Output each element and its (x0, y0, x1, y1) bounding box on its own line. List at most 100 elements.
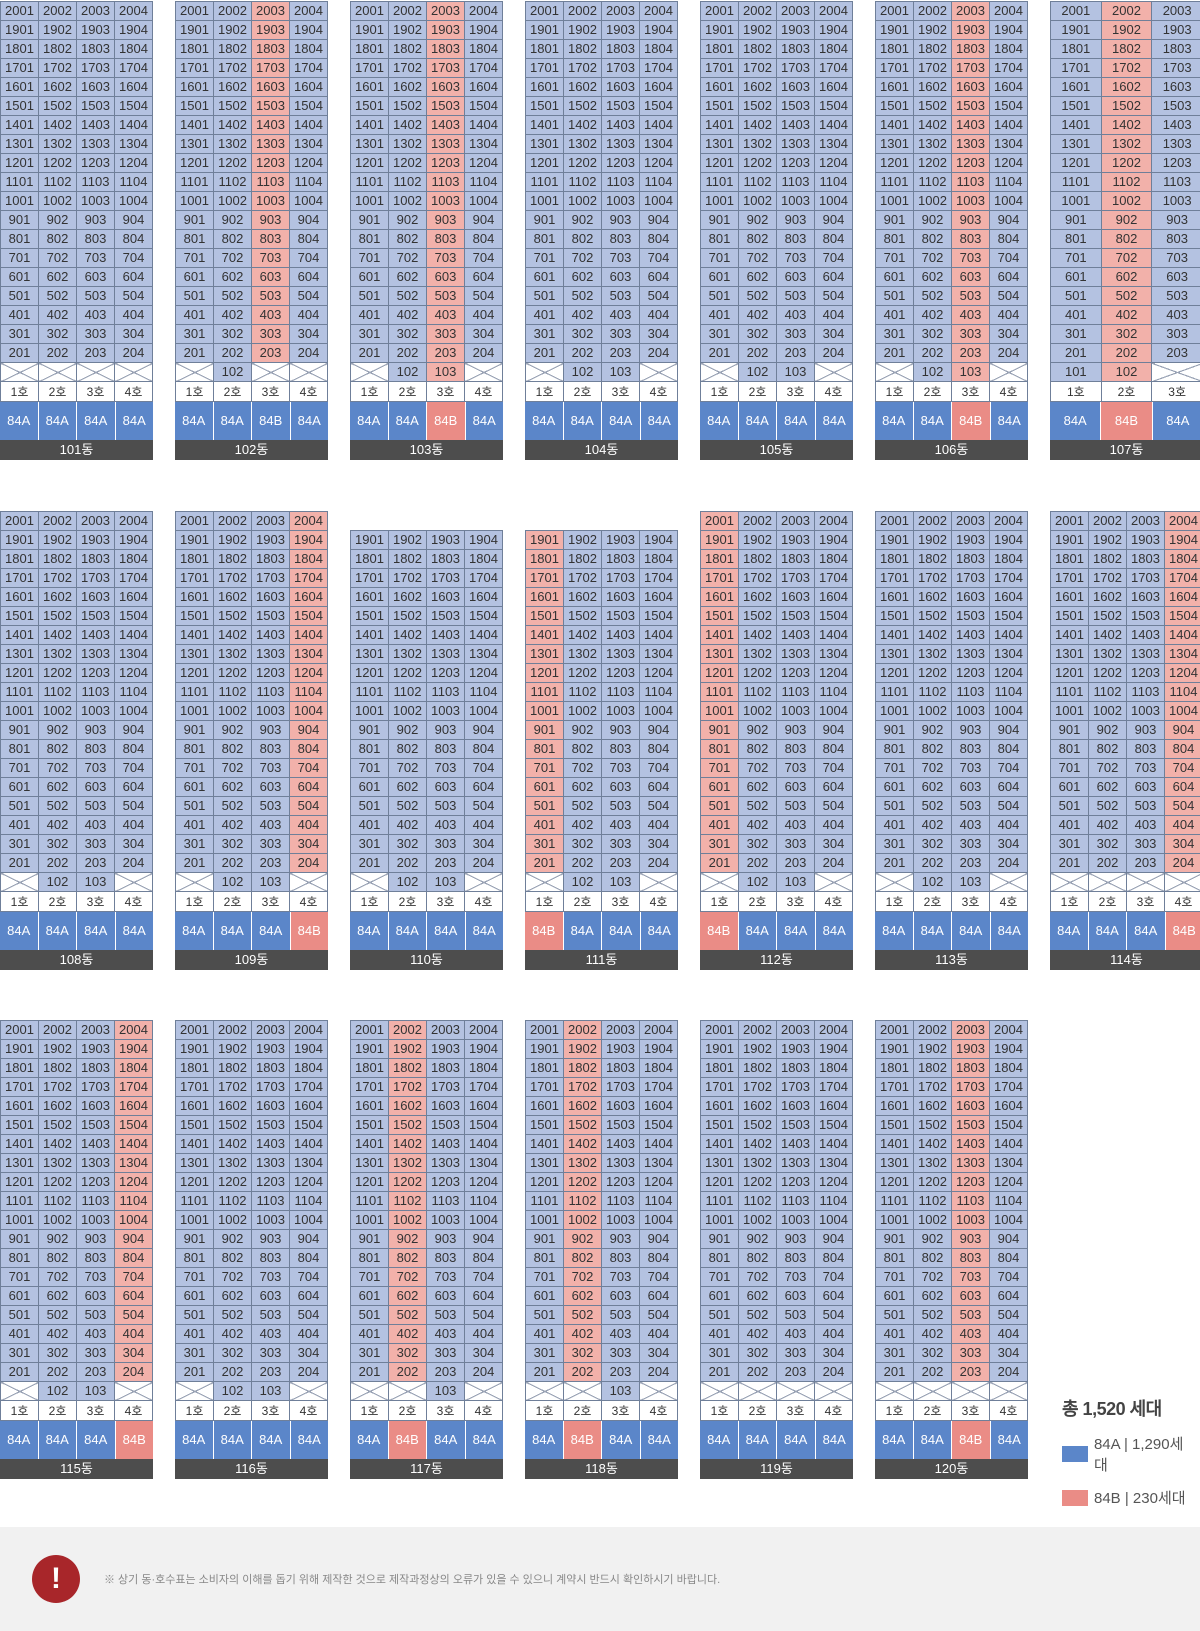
unit-cell: 1502 (38, 96, 77, 116)
unit-cell: 1303 (426, 644, 465, 664)
unit-cell: 703 (76, 758, 115, 778)
unit-cell: 703 (426, 758, 465, 778)
ho-label: 1호 (175, 891, 214, 912)
unit-cell: 1004 (114, 1210, 153, 1230)
unit-cell: 1904 (639, 530, 678, 550)
unit-type-strip: 84A 84B 84A (1050, 402, 1200, 440)
unit-cell: 203 (951, 343, 990, 363)
building-115동: 2001 2002 2003 2004 1901 1902 1903 1904 1801 1802… (0, 1020, 153, 1479)
unit-cell: 1804 (1164, 549, 1200, 569)
unit-cell: 202 (1100, 343, 1153, 363)
unit-cell: 1702 (738, 568, 777, 588)
unit-cell: 204 (989, 343, 1028, 363)
unit-cell: 1001 (0, 191, 39, 211)
unit-cell: 1404 (464, 115, 503, 135)
unit-cell: 1803 (251, 39, 290, 59)
unit-cell: 1304 (989, 1153, 1028, 1173)
unit-cell: 1004 (989, 701, 1028, 721)
unit-cell: 1004 (464, 1210, 503, 1230)
unit-cell: 602 (913, 267, 952, 287)
unit-cell: 2003 (776, 1020, 815, 1040)
unit-cell: 702 (738, 758, 777, 778)
unit-cell: 1103 (251, 1191, 290, 1211)
unit-cell: 1302 (913, 644, 952, 664)
building-name: 105동 (700, 440, 853, 460)
unit-cell: 1603 (776, 1096, 815, 1116)
unit-cell: 1601 (700, 587, 739, 607)
unit-cell: 102 (388, 872, 427, 892)
unit-cell: 1703 (951, 58, 990, 78)
unit-cell: 1204 (464, 663, 503, 683)
unit-cell: 1804 (289, 39, 328, 59)
unit-cell: 702 (388, 1267, 427, 1287)
unit-cell: 703 (76, 1267, 115, 1287)
unit-cell: 1202 (738, 1172, 777, 1192)
unit-cell: 1904 (464, 1039, 503, 1059)
unit-cell: 304 (989, 834, 1028, 854)
unit-cell: 1403 (76, 115, 115, 135)
unit-cell: 501 (350, 796, 389, 816)
unit-type-strip: 84A 84A 84A 84A (175, 1421, 328, 1459)
unit-cell: 1802 (563, 1058, 602, 1078)
unit-cell: 503 (601, 286, 640, 306)
building-name: 103동 (350, 440, 503, 460)
unit-cell: 1402 (388, 115, 427, 135)
unit-cell: 504 (114, 286, 153, 306)
unit-cell: 802 (213, 739, 252, 759)
unit-cell: 1101 (175, 172, 214, 192)
unit-cell: 701 (875, 248, 914, 268)
unit-cell: 304 (114, 324, 153, 344)
unit-cell: 1802 (1100, 39, 1153, 59)
unit-cell: 1902 (738, 1039, 777, 1059)
unit-cell: 201 (175, 343, 214, 363)
unit-cell: 304 (639, 1343, 678, 1363)
unit-cell: 502 (1088, 796, 1127, 816)
unit-cell: 1701 (0, 1077, 39, 1097)
unit-cell: 403 (76, 305, 115, 325)
unit-cell: 1603 (601, 1096, 640, 1116)
unit-cell: 1502 (913, 96, 952, 116)
unit-cell: 1201 (350, 1172, 389, 1192)
unit-cell: 702 (738, 1267, 777, 1287)
unit-cell: 303 (251, 834, 290, 854)
unit-cell: 604 (114, 1286, 153, 1306)
unit-type-label: 84A (0, 1421, 39, 1459)
unit-cell: 602 (1088, 777, 1127, 797)
unit-cell: 1802 (563, 549, 602, 569)
unit-cell: 1703 (76, 58, 115, 78)
unit-cell: 1904 (989, 20, 1028, 40)
unit-cell: 1002 (563, 191, 602, 211)
unit-cell: 1103 (776, 172, 815, 192)
unit-cell: 1101 (0, 1191, 39, 1211)
ho-label: 3호 (426, 381, 465, 402)
unit-cell: 301 (525, 834, 564, 854)
unit-cell: 702 (213, 248, 252, 268)
unit-cell: 1202 (38, 1172, 77, 1192)
unit-cell: 1303 (1151, 134, 1200, 154)
unit-cell: 1604 (814, 1096, 853, 1116)
unit-type-label: 84A (777, 912, 816, 950)
unit-cell: 304 (114, 834, 153, 854)
unit-type-strip: 84A 84A 84A 84A (700, 402, 853, 440)
unit-cell: 404 (114, 1324, 153, 1344)
unit-cell: 604 (114, 267, 153, 287)
unit-cell: 202 (38, 1362, 77, 1382)
unit-cell: 1503 (76, 1115, 115, 1135)
unit-cell: 501 (0, 286, 39, 306)
unit-cell: 1604 (1164, 587, 1200, 607)
unit-cell: 1601 (0, 77, 39, 97)
unit-cell: 1501 (700, 96, 739, 116)
unit-type-label: 84A (77, 912, 116, 950)
unit-cell: 1502 (1088, 606, 1127, 626)
unit-cell: 701 (175, 758, 214, 778)
unit-cell: 601 (875, 267, 914, 287)
unit-cell: 404 (989, 305, 1028, 325)
unit-cell: 1004 (464, 191, 503, 211)
unit-cell: 1504 (114, 96, 153, 116)
unit-cell: 1901 (700, 1039, 739, 1059)
unit-cell: 1603 (776, 587, 815, 607)
unit-cell: 1204 (814, 1172, 853, 1192)
unit-cell: 204 (814, 853, 853, 873)
unit-cell: 1504 (464, 606, 503, 626)
unit-cell: 1402 (563, 625, 602, 645)
